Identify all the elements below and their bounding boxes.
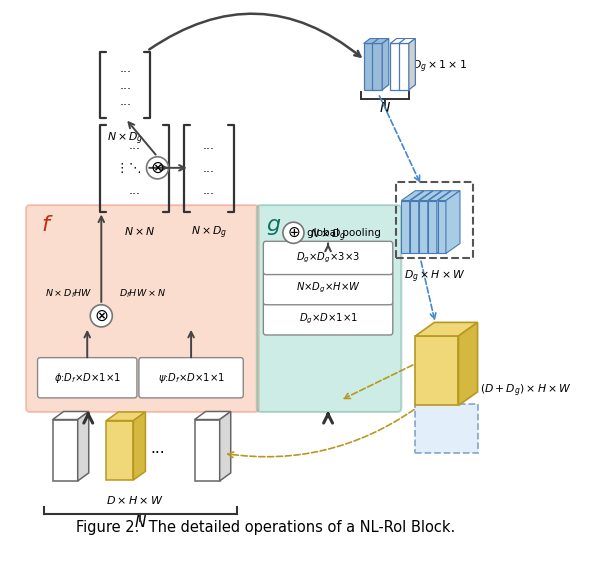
- Polygon shape: [372, 38, 389, 43]
- Text: $f$: $f$: [41, 215, 54, 235]
- Polygon shape: [437, 191, 451, 253]
- Text: $N\times N$: $N\times N$: [124, 225, 155, 237]
- Polygon shape: [399, 43, 409, 90]
- Polygon shape: [411, 191, 433, 201]
- Text: $\vdots$: $\vdots$: [115, 161, 124, 175]
- Polygon shape: [363, 43, 373, 90]
- Circle shape: [146, 157, 169, 179]
- Polygon shape: [78, 411, 88, 481]
- Text: $D_g\times 1\times 1$: $D_g\times 1\times 1$: [412, 58, 467, 75]
- Text: $\oplus$: $\oplus$: [287, 225, 300, 241]
- Polygon shape: [195, 420, 219, 481]
- Polygon shape: [419, 191, 442, 201]
- Text: ...: ...: [150, 441, 165, 456]
- Polygon shape: [363, 38, 380, 43]
- FancyBboxPatch shape: [26, 205, 259, 412]
- FancyBboxPatch shape: [139, 357, 243, 398]
- Polygon shape: [106, 412, 146, 420]
- Text: $\ddots$: $\ddots$: [128, 161, 141, 175]
- Polygon shape: [428, 191, 442, 253]
- FancyBboxPatch shape: [263, 271, 393, 305]
- Polygon shape: [415, 323, 477, 336]
- Polygon shape: [415, 336, 458, 405]
- Text: $g$: $g$: [266, 217, 281, 237]
- Text: ...: ...: [119, 79, 132, 92]
- Text: ...: ...: [203, 139, 215, 152]
- Polygon shape: [53, 411, 88, 420]
- Text: $D_fHW\times N$: $D_fHW\times N$: [119, 287, 166, 300]
- Circle shape: [90, 305, 112, 327]
- FancyBboxPatch shape: [415, 404, 478, 454]
- Text: $D\times H\times W$: $D\times H\times W$: [106, 494, 163, 506]
- Polygon shape: [372, 43, 382, 90]
- Polygon shape: [409, 191, 424, 253]
- Text: $D_g$$\times$$D_g$$\times$$3$$\times$$3$: $D_g$$\times$$D_g$$\times$$3$$\times$$3$: [296, 251, 360, 265]
- Polygon shape: [419, 191, 433, 253]
- Text: ...: ...: [119, 96, 132, 108]
- FancyBboxPatch shape: [257, 205, 401, 412]
- Text: $N$: $N$: [134, 514, 147, 531]
- Text: $(D+D_g)\times H\times W$: $(D+D_g)\times H\times W$: [480, 383, 572, 399]
- Text: ...: ...: [203, 184, 215, 197]
- Text: $N\times D_g$: $N\times D_g$: [191, 225, 227, 241]
- Polygon shape: [399, 38, 415, 43]
- Polygon shape: [438, 201, 446, 253]
- Polygon shape: [106, 420, 133, 480]
- Text: $\phi$:$D_f$$\times$$D$$\times$$1$$\times$$1$: $\phi$:$D_f$$\times$$D$$\times$$1$$\time…: [54, 371, 121, 385]
- Polygon shape: [419, 201, 428, 253]
- Text: $\psi$:$D_f$$\times$$D$$\times$$1$$\times$$1$: $\psi$:$D_f$$\times$$D$$\times$$1$$\time…: [158, 371, 225, 385]
- Polygon shape: [428, 191, 451, 201]
- Polygon shape: [428, 201, 437, 253]
- Text: ...: ...: [119, 62, 132, 75]
- Text: $\vdots$: $\vdots$: [145, 161, 154, 175]
- Text: $N$$\times$$D_g$$\times$$H$$\times$$W$: $N$$\times$$D_g$$\times$$H$$\times$$W$: [296, 281, 360, 296]
- Text: $D_g\times H\times W$: $D_g\times H\times W$: [404, 269, 466, 285]
- FancyBboxPatch shape: [38, 357, 137, 398]
- Polygon shape: [390, 43, 400, 90]
- FancyBboxPatch shape: [263, 241, 393, 275]
- Polygon shape: [401, 191, 424, 201]
- Polygon shape: [446, 191, 460, 253]
- Polygon shape: [390, 38, 407, 43]
- Text: global pooling: global pooling: [307, 228, 381, 238]
- Polygon shape: [400, 38, 407, 90]
- Polygon shape: [409, 38, 415, 90]
- Text: $D_g$$\times$$D$$\times$$1$$\times$$1$: $D_g$$\times$$D$$\times$$1$$\times$$1$: [299, 311, 358, 325]
- Polygon shape: [411, 201, 419, 253]
- Text: $N\times D_fHW$: $N\times D_fHW$: [45, 287, 93, 300]
- Text: ...: ...: [203, 162, 215, 175]
- Polygon shape: [458, 323, 477, 405]
- Polygon shape: [401, 201, 409, 253]
- Polygon shape: [133, 412, 146, 480]
- Polygon shape: [195, 411, 231, 420]
- Text: ...: ...: [129, 139, 140, 152]
- Polygon shape: [438, 191, 460, 201]
- Circle shape: [283, 222, 304, 243]
- Polygon shape: [53, 420, 78, 481]
- Text: Figure 2.  The detailed operations of a NL-RoI Block.: Figure 2. The detailed operations of a N…: [76, 520, 455, 536]
- Text: ...: ...: [377, 62, 389, 75]
- Polygon shape: [219, 411, 231, 481]
- Text: $N$: $N$: [379, 101, 391, 115]
- Polygon shape: [382, 38, 389, 90]
- Text: $\otimes$: $\otimes$: [94, 307, 109, 325]
- Text: $N\times D_g$: $N\times D_g$: [310, 228, 346, 244]
- Text: $\otimes$: $\otimes$: [150, 159, 165, 177]
- Text: $N\times D_g$: $N\times D_g$: [107, 130, 143, 147]
- Text: ...: ...: [129, 184, 140, 197]
- FancyBboxPatch shape: [263, 302, 393, 335]
- Polygon shape: [373, 38, 380, 90]
